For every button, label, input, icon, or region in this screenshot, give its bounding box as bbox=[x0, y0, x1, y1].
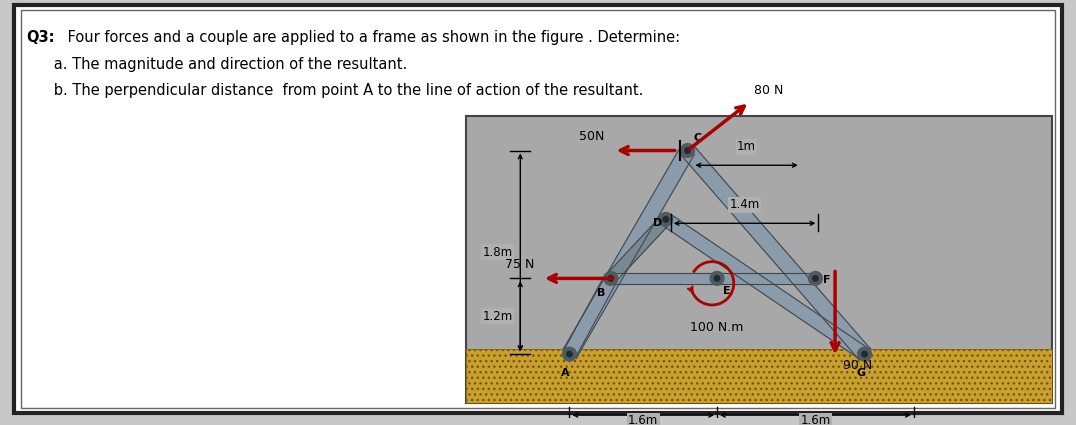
Text: C: C bbox=[693, 133, 702, 143]
Text: 1.4m: 1.4m bbox=[730, 198, 760, 212]
Text: D: D bbox=[653, 218, 662, 228]
Text: a. The magnitude and direction of the resultant.: a. The magnitude and direction of the re… bbox=[27, 57, 408, 72]
Polygon shape bbox=[681, 145, 870, 359]
Text: 75 N: 75 N bbox=[505, 258, 534, 271]
Polygon shape bbox=[564, 275, 617, 357]
Text: E: E bbox=[723, 286, 731, 296]
Circle shape bbox=[563, 347, 577, 361]
Text: Four forces and a couple are applied to a frame as shown in the figure . Determi: Four forces and a couple are applied to … bbox=[62, 29, 680, 45]
Circle shape bbox=[812, 276, 818, 281]
Text: 1m: 1m bbox=[737, 140, 756, 153]
Text: A: A bbox=[562, 368, 570, 378]
Text: Q3:: Q3: bbox=[27, 29, 55, 45]
Text: 90 N: 90 N bbox=[843, 359, 873, 372]
Text: b. The perpendicular distance  from point A to the line of action of the resulta: b. The perpendicular distance from point… bbox=[27, 82, 643, 98]
Bar bbox=[466, 116, 1052, 403]
Text: 50N: 50N bbox=[579, 130, 604, 143]
Text: G: G bbox=[856, 368, 865, 378]
Text: 1.6m: 1.6m bbox=[628, 414, 659, 425]
Polygon shape bbox=[607, 215, 670, 283]
Text: 1.2m: 1.2m bbox=[482, 310, 512, 323]
Circle shape bbox=[659, 212, 672, 226]
Text: F: F bbox=[823, 275, 831, 285]
Polygon shape bbox=[563, 147, 694, 358]
Circle shape bbox=[684, 148, 691, 153]
Circle shape bbox=[681, 144, 694, 157]
Bar bbox=[466, 349, 1052, 403]
Polygon shape bbox=[611, 273, 816, 284]
Text: 100 N.m: 100 N.m bbox=[691, 321, 744, 334]
Bar bbox=[466, 349, 1052, 403]
Circle shape bbox=[862, 351, 867, 357]
Polygon shape bbox=[662, 214, 868, 360]
Text: 1.8m: 1.8m bbox=[482, 246, 512, 259]
Circle shape bbox=[808, 272, 822, 285]
Circle shape bbox=[604, 272, 618, 285]
Circle shape bbox=[663, 217, 668, 222]
Text: 1.6m: 1.6m bbox=[801, 414, 831, 425]
Text: B: B bbox=[596, 288, 605, 298]
Circle shape bbox=[608, 276, 613, 281]
Circle shape bbox=[714, 276, 720, 281]
Text: 80 N: 80 N bbox=[754, 84, 783, 97]
Circle shape bbox=[567, 351, 572, 357]
Circle shape bbox=[710, 272, 724, 285]
Circle shape bbox=[858, 347, 872, 361]
